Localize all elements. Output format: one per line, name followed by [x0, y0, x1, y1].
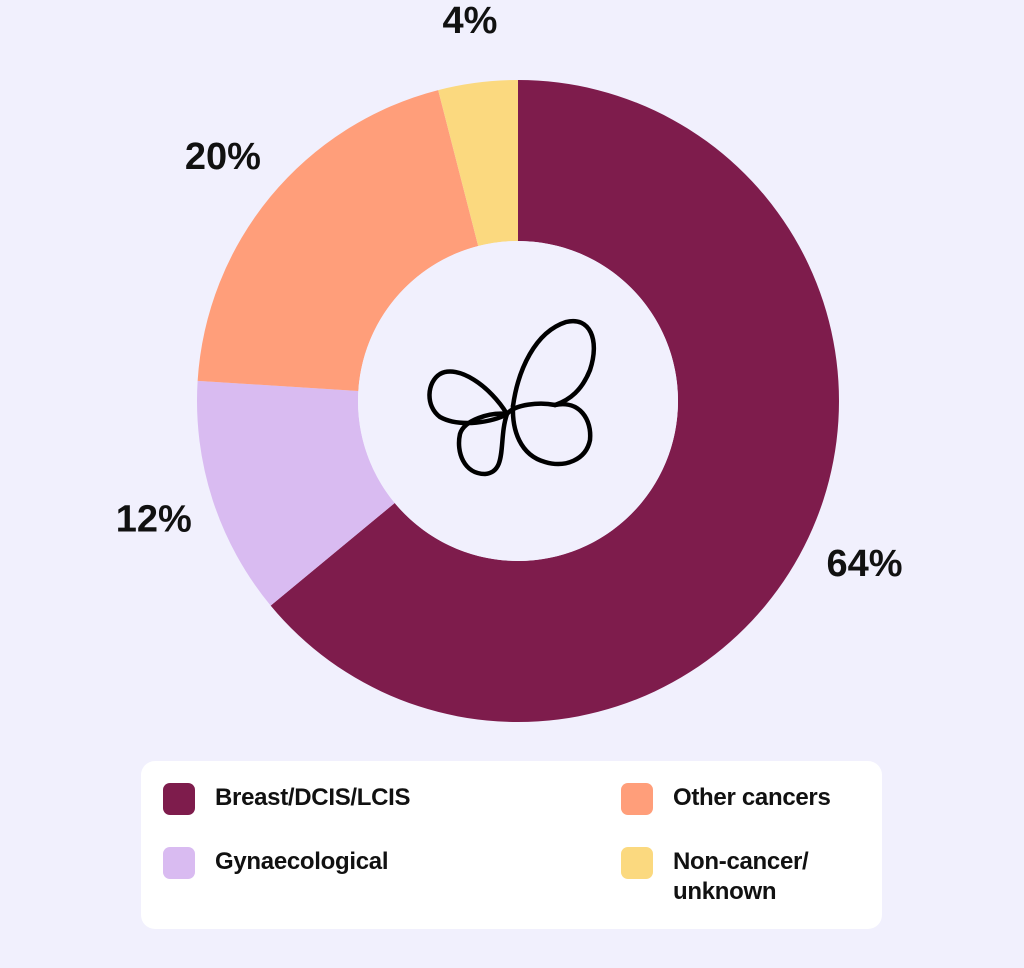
- donut-chart: 64% 12% 20% 4%: [116, 0, 903, 723]
- slice-non-cancer-unknown: [438, 80, 518, 247]
- legend-swatch: [621, 783, 653, 815]
- legend-label: Other cancers: [673, 784, 831, 811]
- legend-label: Gynaecological: [215, 848, 389, 875]
- legend-item-gynaecological: Gynaecological: [163, 847, 389, 879]
- value-label-gynaecological: 12%: [116, 498, 192, 540]
- slice-gynaecological: [197, 380, 395, 606]
- value-label-breast-dcis-lcis: 64%: [827, 543, 903, 585]
- butterfly-icon: [427, 318, 597, 477]
- legend-label: Breast/DCIS/LCIS: [215, 784, 411, 811]
- value-label-non-cancer-unknown: 4%: [443, 0, 498, 42]
- donut-hole: [358, 241, 678, 561]
- legend-swatch: [163, 847, 195, 879]
- slice-other-cancers: [197, 90, 479, 391]
- chart-legend: Breast/DCIS/LCIS Other cancers Gynaecolo…: [141, 761, 882, 929]
- legend-swatch: [163, 783, 195, 815]
- legend-swatch: [621, 847, 653, 879]
- legend-item-non-cancer: Non-cancer/ unknown: [621, 847, 821, 907]
- legend-item-breast: Breast/DCIS/LCIS: [163, 783, 411, 815]
- slice-breast-dcis-lcis: [270, 80, 839, 723]
- legend-item-other-cancers: Other cancers: [621, 783, 831, 815]
- legend-label: Non-cancer/ unknown: [673, 848, 809, 905]
- donut-slices: [197, 80, 839, 723]
- value-label-other-cancers: 20%: [185, 136, 261, 178]
- donut-value-labels: 64% 12% 20% 4%: [116, 0, 903, 585]
